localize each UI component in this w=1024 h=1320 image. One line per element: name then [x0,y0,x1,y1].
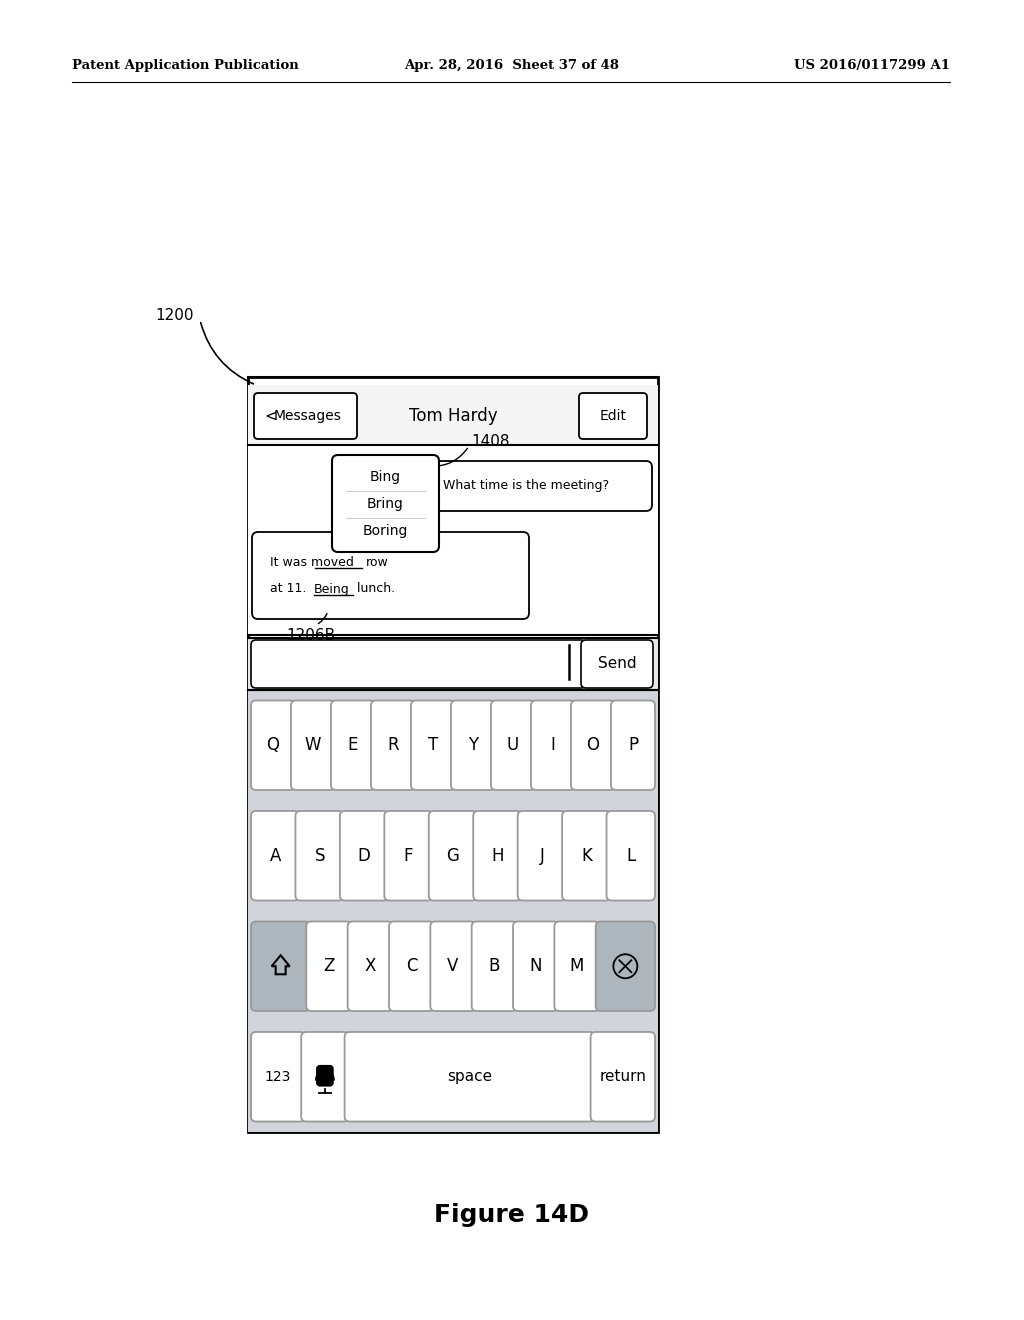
FancyBboxPatch shape [562,810,610,900]
FancyBboxPatch shape [430,921,476,1011]
FancyBboxPatch shape [347,921,393,1011]
FancyBboxPatch shape [472,921,517,1011]
FancyBboxPatch shape [389,921,434,1011]
FancyBboxPatch shape [254,393,357,440]
Text: lunch.: lunch. [353,582,395,595]
Text: T: T [428,737,438,754]
Text: C: C [406,957,418,975]
FancyBboxPatch shape [400,461,652,511]
Text: P: P [628,737,638,754]
FancyBboxPatch shape [591,1032,655,1122]
FancyBboxPatch shape [611,701,655,791]
FancyBboxPatch shape [331,701,375,791]
Text: J: J [540,846,545,865]
Text: L: L [626,846,636,865]
Text: 1206B: 1206B [286,627,335,643]
Text: F: F [403,846,414,865]
FancyBboxPatch shape [252,532,529,619]
Text: Messages: Messages [274,409,342,422]
Text: US 2016/0117299 A1: US 2016/0117299 A1 [794,58,950,71]
Text: Boring: Boring [362,524,409,539]
FancyBboxPatch shape [251,810,299,900]
FancyBboxPatch shape [306,921,351,1011]
Text: Tom Hardy: Tom Hardy [409,407,498,425]
FancyBboxPatch shape [554,921,600,1011]
FancyBboxPatch shape [301,1032,348,1122]
Text: D: D [357,846,371,865]
FancyBboxPatch shape [371,701,415,791]
Text: Figure 14D: Figure 14D [434,1203,590,1228]
FancyBboxPatch shape [251,701,295,791]
Text: Send: Send [598,656,636,672]
FancyBboxPatch shape [596,921,655,1011]
FancyBboxPatch shape [571,701,615,791]
FancyBboxPatch shape [606,810,655,900]
FancyBboxPatch shape [291,701,335,791]
Text: Q: Q [266,737,280,754]
Text: Edit: Edit [599,409,627,422]
Text: G: G [446,846,460,865]
Text: It was moved: It was moved [270,556,354,569]
Text: N: N [529,957,542,975]
Text: W: W [305,737,322,754]
FancyBboxPatch shape [451,701,495,791]
Text: row: row [366,556,389,569]
FancyBboxPatch shape [429,810,477,900]
FancyBboxPatch shape [579,393,647,440]
Text: return: return [599,1069,646,1084]
FancyBboxPatch shape [581,640,653,688]
Text: 1408: 1408 [471,433,510,449]
Text: Bing: Bing [370,470,401,484]
Text: K: K [581,846,592,865]
FancyBboxPatch shape [513,921,558,1011]
FancyBboxPatch shape [345,1032,595,1122]
Text: Bring: Bring [367,498,403,511]
FancyBboxPatch shape [251,921,310,1011]
Text: I: I [551,737,555,754]
FancyBboxPatch shape [473,810,521,900]
FancyBboxPatch shape [340,810,388,900]
Text: Y: Y [468,737,478,754]
Text: O: O [587,737,599,754]
Text: B: B [488,957,500,975]
FancyBboxPatch shape [384,810,433,900]
Text: U: U [507,737,519,754]
Text: 1200: 1200 [155,308,194,322]
FancyBboxPatch shape [248,378,658,1133]
Text: Being: Being [314,582,350,595]
Bar [248,385,658,445]
FancyBboxPatch shape [531,701,575,791]
Text: Patent Application Publication: Patent Application Publication [72,58,299,71]
Text: H: H [492,846,504,865]
Text: What time is the meeting?: What time is the meeting? [443,479,609,492]
Text: <: < [264,408,276,424]
Text: X: X [365,957,376,975]
FancyBboxPatch shape [251,640,586,688]
FancyBboxPatch shape [490,701,535,791]
Text: 123: 123 [265,1069,291,1084]
Bar [248,638,658,690]
Text: at 11.: at 11. [270,582,310,595]
Text: R: R [387,737,398,754]
FancyBboxPatch shape [316,1065,333,1086]
Text: M: M [569,957,585,975]
Text: A: A [269,846,281,865]
Text: E: E [348,737,358,754]
Text: Z: Z [324,957,335,975]
Bar [248,445,658,635]
FancyBboxPatch shape [518,810,566,900]
FancyBboxPatch shape [251,1032,305,1122]
Text: space: space [447,1069,493,1084]
FancyBboxPatch shape [411,701,455,791]
Text: Apr. 28, 2016  Sheet 37 of 48: Apr. 28, 2016 Sheet 37 of 48 [404,58,620,71]
Text: S: S [314,846,325,865]
Text: V: V [447,957,459,975]
Bar [248,690,658,1133]
FancyBboxPatch shape [296,810,344,900]
FancyBboxPatch shape [332,455,439,552]
